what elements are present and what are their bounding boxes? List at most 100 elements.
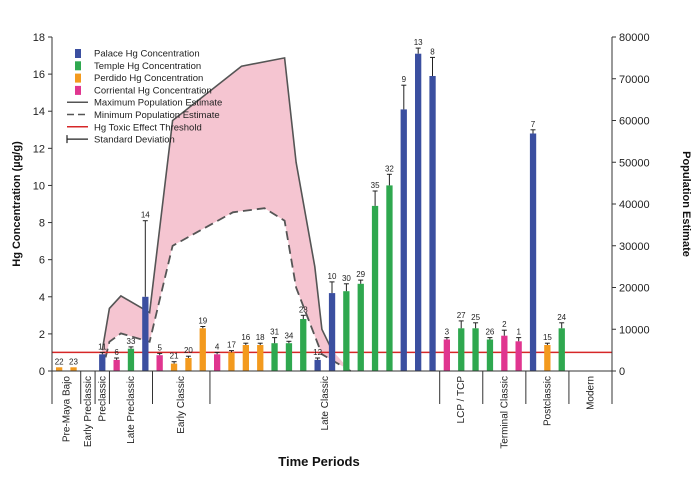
bar-label-7: 7 xyxy=(531,120,536,129)
bar-label-9: 9 xyxy=(402,75,407,84)
bar-label-6: 6 xyxy=(114,348,119,357)
bar-label-25: 25 xyxy=(471,313,480,322)
bar-15 xyxy=(544,345,551,371)
bar-label-12: 12 xyxy=(313,348,322,357)
bar-label-3: 3 xyxy=(445,328,450,337)
legend-swatch-Perdido xyxy=(75,73,81,83)
bar-8 xyxy=(429,76,436,371)
bar-label-31: 31 xyxy=(270,328,279,337)
legend-swatch-Palace xyxy=(75,49,81,58)
bar-label-35: 35 xyxy=(371,181,380,190)
y-tick-label-16: 16 xyxy=(33,69,45,81)
legend-label-Corriental: Corriental Hg Concentration xyxy=(94,85,212,96)
bar-3 xyxy=(443,339,450,371)
y2-tick-label-0: 0 xyxy=(619,366,625,378)
bar-10 xyxy=(328,293,336,371)
legend-label-sd: Standard Deviation xyxy=(94,135,175,146)
period-label-0: Pre-Maya Bajo xyxy=(61,376,72,443)
min-population-line xyxy=(101,207,352,372)
bar-label-2: 2 xyxy=(502,320,507,329)
y-tick-label-0: 0 xyxy=(39,366,45,378)
bar-11 xyxy=(99,354,106,371)
bar-label-11: 11 xyxy=(98,342,107,351)
y2-tick-label-50000: 50000 xyxy=(619,157,650,169)
legend-swatch-Corriental xyxy=(75,85,81,95)
bar-30 xyxy=(343,291,350,371)
bar-label-30: 30 xyxy=(342,274,351,283)
bar-label-8: 8 xyxy=(430,47,435,56)
bar-23 xyxy=(70,367,77,371)
bar-33 xyxy=(127,348,135,371)
bar-label-28: 28 xyxy=(299,305,308,314)
bar-label-26: 26 xyxy=(485,328,494,337)
bar-17 xyxy=(228,352,235,371)
bar-label-4: 4 xyxy=(215,342,220,351)
y-tick-label-2: 2 xyxy=(39,329,45,341)
y-tick-label-12: 12 xyxy=(33,143,45,155)
bar-34 xyxy=(285,343,293,371)
bar-label-24: 24 xyxy=(557,313,566,322)
bar-label-27: 27 xyxy=(457,311,466,320)
y2-axis-title: Population Estimate xyxy=(680,151,692,257)
bar-19 xyxy=(199,328,206,371)
bar-26 xyxy=(486,339,494,371)
period-label-4: Early Classic xyxy=(176,376,187,434)
legend-item-sd: Standard Deviation xyxy=(66,135,175,146)
period-label-7: Terminal Classic xyxy=(499,376,510,449)
bar-14 xyxy=(142,296,149,371)
bar-label-23: 23 xyxy=(69,357,78,366)
bar-label-19: 19 xyxy=(198,317,207,326)
bar-35 xyxy=(371,205,379,371)
legend-swatch-Temple xyxy=(75,61,81,71)
bar-4 xyxy=(214,354,221,371)
legend-item-Palace: Palace Hg Concentration xyxy=(75,49,200,60)
population-layer xyxy=(101,56,352,372)
bar-22 xyxy=(56,367,63,371)
y-axis-title: Hg Concentration (µg/g) xyxy=(11,141,23,267)
bar-label-29: 29 xyxy=(356,270,365,279)
bar-25 xyxy=(472,328,479,371)
bar-31 xyxy=(271,343,278,371)
bar-label-1: 1 xyxy=(516,328,521,337)
legend-item-max: Maximum Population Estimate xyxy=(67,98,222,109)
max-population-line xyxy=(101,56,333,351)
legend-item-Perdido: Perdido Hg Concentration xyxy=(75,73,203,84)
legend-item-min: Minimum Population Estimate xyxy=(67,110,220,121)
bar-9 xyxy=(400,109,407,372)
y2-tick-label-40000: 40000 xyxy=(619,199,650,211)
bar-7 xyxy=(529,133,537,371)
y2-tick-label-20000: 20000 xyxy=(619,283,650,295)
legend-label-Palace: Palace Hg Concentration xyxy=(94,49,200,60)
y2-tick-label-60000: 60000 xyxy=(619,116,650,128)
bar-label-14: 14 xyxy=(141,211,150,220)
y-tick-label-18: 18 xyxy=(33,32,45,44)
period-label-6: LCP / TCP xyxy=(456,376,467,424)
y-tick-label-14: 14 xyxy=(33,106,45,118)
bar-label-5: 5 xyxy=(157,343,162,352)
y-tick-label-8: 8 xyxy=(39,218,45,230)
y2-tick-label-80000: 80000 xyxy=(619,32,650,44)
y2-tick-label-70000: 70000 xyxy=(619,74,650,86)
bar-20 xyxy=(185,358,192,371)
y-tick-label-6: 6 xyxy=(39,255,45,267)
bar-2 xyxy=(501,335,508,371)
axes-layer: Hg Concentration (µg/g) Population Estim… xyxy=(11,32,692,469)
bar-label-18: 18 xyxy=(256,333,265,342)
bar-label-16: 16 xyxy=(241,333,250,342)
bar-label-22: 22 xyxy=(55,357,64,366)
bar-13 xyxy=(415,53,422,371)
legend-item-threshold: Hg Toxic Effect Threshold xyxy=(67,122,202,133)
bar-27 xyxy=(458,328,465,371)
bar-5 xyxy=(156,355,163,371)
period-label-2: Preclassic xyxy=(97,376,108,422)
bar-32 xyxy=(386,185,393,371)
bar-29 xyxy=(357,283,364,371)
bar-24 xyxy=(558,328,565,371)
legend-label-min: Minimum Population Estimate xyxy=(94,110,220,121)
legend-label-max: Maximum Population Estimate xyxy=(94,98,222,109)
period-label-9: Modern xyxy=(586,376,597,410)
bar-16 xyxy=(242,345,249,371)
